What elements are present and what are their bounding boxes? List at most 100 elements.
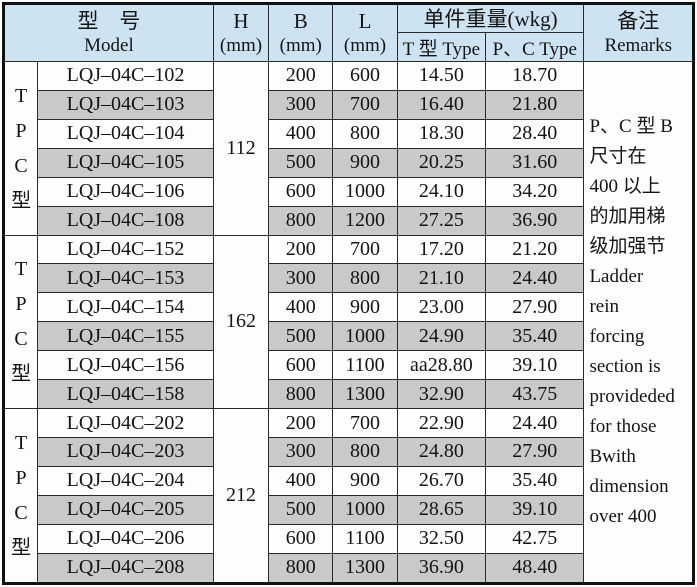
type-label-char: C <box>14 328 28 351</box>
h-value-cell: 212 <box>212 408 270 584</box>
model-cell: LQJ–04C–106 <box>37 176 214 207</box>
model-cell: LQJ–04C–102 <box>37 61 214 91</box>
b-value-cell: 500 <box>268 494 334 525</box>
remarks-line: provideded <box>589 386 675 407</box>
type-label-char: T <box>14 258 28 281</box>
l-value-cell: 1000 <box>332 321 398 352</box>
model-cell: LQJ–04C–153 <box>37 263 214 294</box>
type-label-char: 型 <box>11 537 32 560</box>
header-l: L (mm) <box>332 3 398 62</box>
header-h-unit: (mm) <box>219 35 263 56</box>
l-value-cell: 800 <box>332 263 398 294</box>
table-header: 型 号 Model H (mm) B (mm) L (mm) 单件重量(wkg) <box>3 3 694 62</box>
header-model-zh: 型 号 <box>77 9 141 33</box>
model-cell: LQJ–04C–105 <box>37 147 214 178</box>
model-cell: LQJ–04C–103 <box>37 89 214 120</box>
l-value-cell: 900 <box>332 147 398 178</box>
b-value-cell: 200 <box>268 408 334 438</box>
remarks-line: over 400 <box>589 506 657 527</box>
pc-weight-cell: 24.40 <box>485 408 585 438</box>
table-row: LQJ–04C–105 500 900 20.25 31.60 <box>4 147 694 178</box>
remarks-text: P、C 型 B 尺寸在 400 以上 的加用梯 级加强节 Ladder rein forcin… <box>585 112 692 532</box>
b-value-cell: 600 <box>268 350 334 381</box>
t-weight-cell: aa28.80 <box>396 350 487 381</box>
remarks-line: Bwith <box>589 446 636 467</box>
t-weight-cell: 21.10 <box>396 263 487 294</box>
t-weight-cell: 20.25 <box>396 147 487 178</box>
header-model-en: Model <box>84 35 134 56</box>
pc-weight-cell: 21.80 <box>485 89 585 120</box>
t-weight-cell: 32.50 <box>396 523 487 554</box>
b-value-cell: 600 <box>268 523 334 554</box>
table-row: LQJ–04C–108 800 1200 27.25 36.90 <box>4 205 694 236</box>
table-row: LQJ–04C–206 600 1100 32.50 42.75 <box>4 523 694 554</box>
remarks-line: forcing <box>589 326 645 347</box>
table-row: LQJ–04C–106 600 1000 24.10 34.20 <box>4 176 694 207</box>
t-weight-cell: 18.30 <box>396 118 487 149</box>
header-remarks-en: Remarks <box>604 35 672 56</box>
table-row: LQJ–04C–158 800 1300 32.90 43.75 <box>4 379 694 410</box>
l-value-cell: 700 <box>332 234 398 265</box>
l-value-cell: 1300 <box>332 379 398 410</box>
l-value-cell: 1200 <box>332 205 398 236</box>
table-row: T P C 型 LQJ–04C–202 212 200 700 22.90 24.40 <box>2 408 694 584</box>
t-weight-cell: 26.70 <box>396 465 487 496</box>
pc-weight-cell: 35.40 <box>485 321 585 352</box>
remarks-line: P、C 型 B <box>589 116 673 137</box>
t-weight-cell: 24.80 <box>396 436 487 467</box>
table-row: T P C 型 LQJ–04C–152 162 200 700 17.20 21.20 <box>2 234 694 410</box>
pc-weight-cell: 42.75 <box>485 523 585 554</box>
b-value-cell: 600 <box>268 176 334 207</box>
t-weight-cell: 17.20 <box>396 234 487 265</box>
pc-weight-cell: 24.40 <box>485 263 585 294</box>
model-cell: LQJ–04C–203 <box>37 436 214 467</box>
l-value-cell: 1000 <box>332 176 398 207</box>
h-value-cell: 112 <box>212 61 270 236</box>
t-weight-cell: 16.40 <box>396 89 487 120</box>
t-weight-cell: 24.90 <box>396 321 487 352</box>
l-value-cell: 900 <box>332 465 398 496</box>
remarks-line: dimension <box>589 476 669 497</box>
table-row: T P C 型 LQJ–04C–102 112 200 600 14.50 18.70 P、C 型 … <box>2 61 694 584</box>
model-cell: LQJ–04C–104 <box>37 118 214 149</box>
t-weight-cell: 27.25 <box>396 205 487 236</box>
b-value-cell: 200 <box>268 61 334 91</box>
pc-weight-cell: 35.40 <box>485 465 585 496</box>
l-value-cell: 900 <box>332 292 398 323</box>
model-cell: LQJ–04C–205 <box>37 494 214 525</box>
t-weight-cell: 32.90 <box>396 379 487 410</box>
type-label-char: P <box>15 467 27 490</box>
header-pc-type: P、C Type <box>485 32 585 62</box>
model-cell: LQJ–04C–204 <box>37 465 214 496</box>
b-value-cell: 400 <box>268 292 334 323</box>
header-row-1: 型 号 Model H (mm) B (mm) L (mm) 单件重量(wkg) <box>3 3 694 62</box>
t-weight-cell: 14.50 <box>396 61 487 91</box>
remarks-line: rein <box>589 296 619 317</box>
b-value-cell: 400 <box>268 118 334 149</box>
header-row-2: T 型 Type P、C Type <box>4 32 694 62</box>
header-b-label: B <box>293 9 308 33</box>
l-value-cell: 1100 <box>332 523 398 554</box>
model-cell: LQJ–04C–108 <box>37 205 214 236</box>
b-value-cell: 300 <box>268 89 334 120</box>
b-value-cell: 300 <box>268 263 334 294</box>
l-value-cell: 800 <box>332 118 398 149</box>
l-value-cell: 600 <box>332 61 398 91</box>
l-value-cell: 800 <box>332 436 398 467</box>
table-row: LQJ–04C–205 500 1000 28.65 39.10 <box>4 494 694 525</box>
table-row: LQJ–04C–156 600 1100 aa28.80 39.10 <box>4 350 694 381</box>
type-label-char: P <box>15 293 27 316</box>
table-row: LQJ–04C–208 800 1300 36.90 48.40 <box>4 552 694 585</box>
b-value-cell: 800 <box>268 205 334 236</box>
b-value-cell: 400 <box>268 465 334 496</box>
pc-weight-cell: 34.20 <box>485 176 585 207</box>
l-value-cell: 700 <box>332 408 398 438</box>
model-cell: LQJ–04C–156 <box>37 350 214 381</box>
t-weight-cell: 36.90 <box>396 552 487 585</box>
